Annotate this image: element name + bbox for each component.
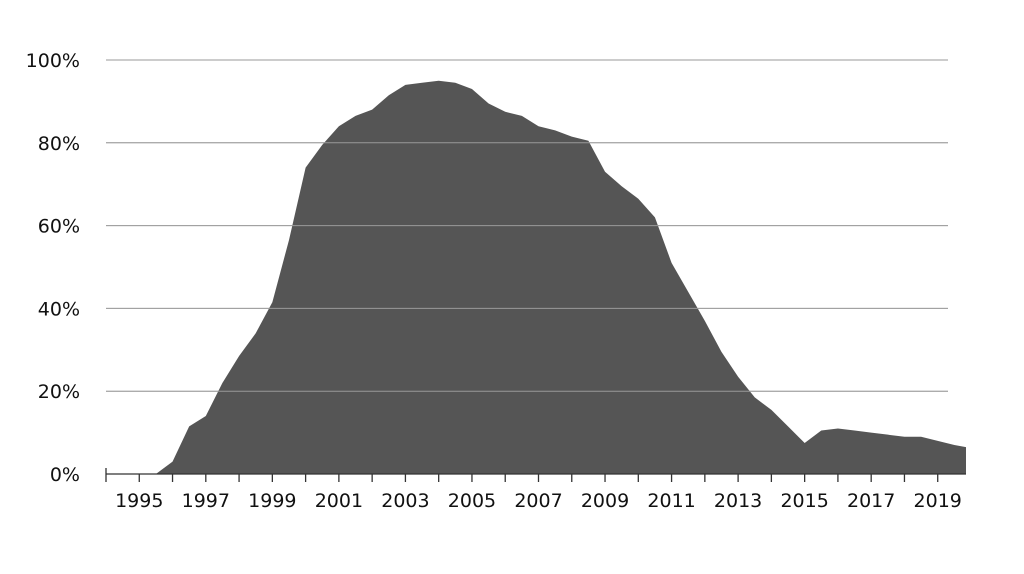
y-tick-label-80: 80% <box>38 133 80 155</box>
x-tick-label-2005: 2005 <box>448 490 496 512</box>
grid-lines-over-area <box>106 59 948 392</box>
y-tick-labels: 0% 20% 40% 60% 80% 100% <box>26 50 80 486</box>
x-tick-label-1995: 1995 <box>115 490 163 512</box>
area-layer <box>139 80 966 474</box>
y-tick-label-100: 100% <box>26 50 80 72</box>
x-tick-label-2017: 2017 <box>847 490 895 512</box>
x-tick-label-2015: 2015 <box>780 490 828 512</box>
y-tick-label-60: 60% <box>38 216 80 238</box>
y-tick-label-40: 40% <box>38 298 80 320</box>
x-tick-label-2001: 2001 <box>315 490 363 512</box>
x-tick-label-2007: 2007 <box>514 490 562 512</box>
x-tick-label-1999: 1999 <box>248 490 296 512</box>
x-tick-label-2019: 2019 <box>914 490 962 512</box>
y-tick-label-20: 20% <box>38 381 80 403</box>
x-tick-label-2003: 2003 <box>381 490 429 512</box>
area-series <box>139 80 966 474</box>
x-tick-labels: 1995 1997 1999 2001 2003 2005 2007 2009 2011 2013… <box>115 490 962 512</box>
axes <box>105 468 966 482</box>
x-tick-label-2011: 2011 <box>647 490 695 512</box>
y-tick-label-0: 0% <box>50 464 80 486</box>
x-tick-label-1997: 1997 <box>182 490 230 512</box>
x-tick-label-2009: 2009 <box>581 490 629 512</box>
x-tick-label-2013: 2013 <box>714 490 762 512</box>
